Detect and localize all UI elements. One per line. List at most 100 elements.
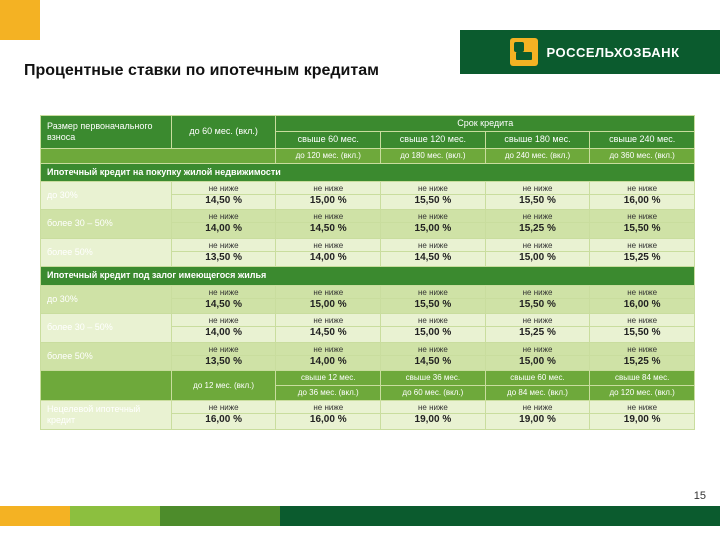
logo: РОССЕЛЬХОЗБАНК — [510, 38, 679, 66]
cell-val: 16,00 % — [276, 414, 381, 430]
cell-val: 15,50 % — [485, 194, 590, 210]
th-col1: Размер первоначального взноса — [41, 116, 172, 149]
th2-c5b: до 120 мес. (вкл.) — [590, 386, 695, 401]
th2-c3a: свыше 36 мес. — [381, 371, 486, 386]
cell-val: 15,50 % — [381, 298, 486, 314]
cell-val: 14,50 % — [276, 223, 381, 239]
page-title: Процентные ставки по ипотечным кредитам — [24, 62, 379, 80]
cell-val: 15,25 % — [485, 327, 590, 343]
row4-label: до 30% — [41, 285, 172, 314]
row8-label: Нецелевой ипотечный кредит — [41, 401, 172, 430]
section-1: Ипотечный кредит на покупку жилой недвиж… — [41, 163, 695, 181]
th-c5b: до 360 мес. (вкл.) — [590, 148, 695, 163]
cell-val: 15,50 % — [381, 194, 486, 210]
cell-top: не ниже — [485, 342, 590, 355]
cell-val: 16,00 % — [171, 414, 276, 430]
cell-top: не ниже — [171, 285, 276, 298]
cell-top: не ниже — [590, 314, 695, 327]
cell-top: не ниже — [381, 238, 486, 251]
cell-val: 15,00 % — [381, 327, 486, 343]
cell-val: 15,00 % — [485, 355, 590, 371]
section-2: Ипотечный кредит под залог имеющегося жи… — [41, 267, 695, 285]
cell-top: не ниже — [590, 181, 695, 194]
header-bar: РОССЕЛЬХОЗБАНК — [460, 30, 720, 74]
page-number: 15 — [694, 490, 706, 502]
cell-val: 19,00 % — [590, 414, 695, 430]
th2-c1: до 12 мес. (вкл.) — [171, 371, 276, 401]
cell-top: не ниже — [590, 342, 695, 355]
cell-val: 14,50 % — [276, 327, 381, 343]
cell-top: не ниже — [171, 181, 276, 194]
cell-top: не ниже — [381, 210, 486, 223]
row5-label: более 30 – 50% — [41, 314, 172, 343]
cell-top: не ниже — [485, 314, 590, 327]
cell-val: 14,00 % — [171, 327, 276, 343]
rates-table: Размер первоначального взноса до 60 мес.… — [40, 115, 695, 430]
cell-val: 16,00 % — [590, 194, 695, 210]
cell-val: 14,50 % — [381, 355, 486, 371]
footer-seg-3 — [160, 506, 280, 526]
cell-val: 15,25 % — [590, 355, 695, 371]
cell-top: не ниже — [381, 342, 486, 355]
cell-val: 15,25 % — [590, 251, 695, 267]
cell-top: не ниже — [276, 314, 381, 327]
cell-top: не ниже — [485, 210, 590, 223]
th-c3a: свыше 120 мес. — [381, 132, 486, 148]
th2-c2a: свыше 12 мес. — [276, 371, 381, 386]
th2-c4a: свыше 60 мес. — [485, 371, 590, 386]
th-c3b: до 180 мес. (вкл.) — [381, 148, 486, 163]
th-c4b: до 240 мес. (вкл.) — [485, 148, 590, 163]
th2-c4b: до 84 мес. (вкл.) — [485, 386, 590, 401]
th-c5a: свыше 240 мес. — [590, 132, 695, 148]
cell-val: 15,00 % — [276, 298, 381, 314]
row6-label: более 50% — [41, 342, 172, 371]
th2-c2b: до 36 мес. (вкл.) — [276, 386, 381, 401]
th-term-label: Срок кредита — [276, 116, 695, 132]
row1-label: до 30% — [41, 181, 172, 210]
top-accent — [0, 0, 40, 40]
cell-top: не ниже — [276, 238, 381, 251]
cell-top: не ниже — [590, 401, 695, 414]
slide: РОССЕЛЬХОЗБАНК Процентные ставки по ипот… — [0, 0, 720, 540]
cell-top: не ниже — [171, 314, 276, 327]
cell-val: 19,00 % — [381, 414, 486, 430]
rates-table-wrap: Размер первоначального взноса до 60 мес.… — [40, 115, 695, 430]
cell-val: 14,00 % — [171, 223, 276, 239]
cell-top: не ниже — [485, 285, 590, 298]
cell-top: не ниже — [171, 238, 276, 251]
cell-val: 15,50 % — [485, 298, 590, 314]
cell-val: 15,00 % — [276, 194, 381, 210]
cell-top: не ниже — [276, 401, 381, 414]
cell-top: не ниже — [590, 238, 695, 251]
cell-top: не ниже — [485, 238, 590, 251]
cell-val: 14,50 % — [171, 194, 276, 210]
cell-val: 15,50 % — [590, 223, 695, 239]
cell-val: 15,00 % — [381, 223, 486, 239]
cell-top: не ниже — [485, 401, 590, 414]
cell-val: 14,50 % — [171, 298, 276, 314]
th-c2b: до 120 мес. (вкл.) — [276, 148, 381, 163]
cell-top: не ниже — [590, 210, 695, 223]
cell-top: не ниже — [381, 181, 486, 194]
logo-text: РОССЕЛЬХОЗБАНК — [546, 45, 679, 60]
logo-icon — [510, 38, 538, 66]
cell-val: 14,00 % — [276, 251, 381, 267]
cell-top: не ниже — [171, 401, 276, 414]
cell-val: 14,00 % — [276, 355, 381, 371]
th-c2a: свыше 60 мес. — [276, 132, 381, 148]
row2-label: более 30 – 50% — [41, 210, 172, 239]
cell-top: не ниже — [276, 181, 381, 194]
cell-val: 15,25 % — [485, 223, 590, 239]
footer-seg-1 — [0, 506, 70, 526]
cell-top: не ниже — [485, 181, 590, 194]
cell-top: не ниже — [276, 342, 381, 355]
th2-c5a: свыше 84 мес. — [590, 371, 695, 386]
cell-val: 13,50 % — [171, 355, 276, 371]
cell-val: 15,50 % — [590, 327, 695, 343]
cell-top: не ниже — [381, 314, 486, 327]
cell-val: 13,50 % — [171, 251, 276, 267]
cell-val: 15,00 % — [485, 251, 590, 267]
cell-val: 19,00 % — [485, 414, 590, 430]
footer-stripe — [0, 506, 720, 526]
cell-val: 16,00 % — [590, 298, 695, 314]
